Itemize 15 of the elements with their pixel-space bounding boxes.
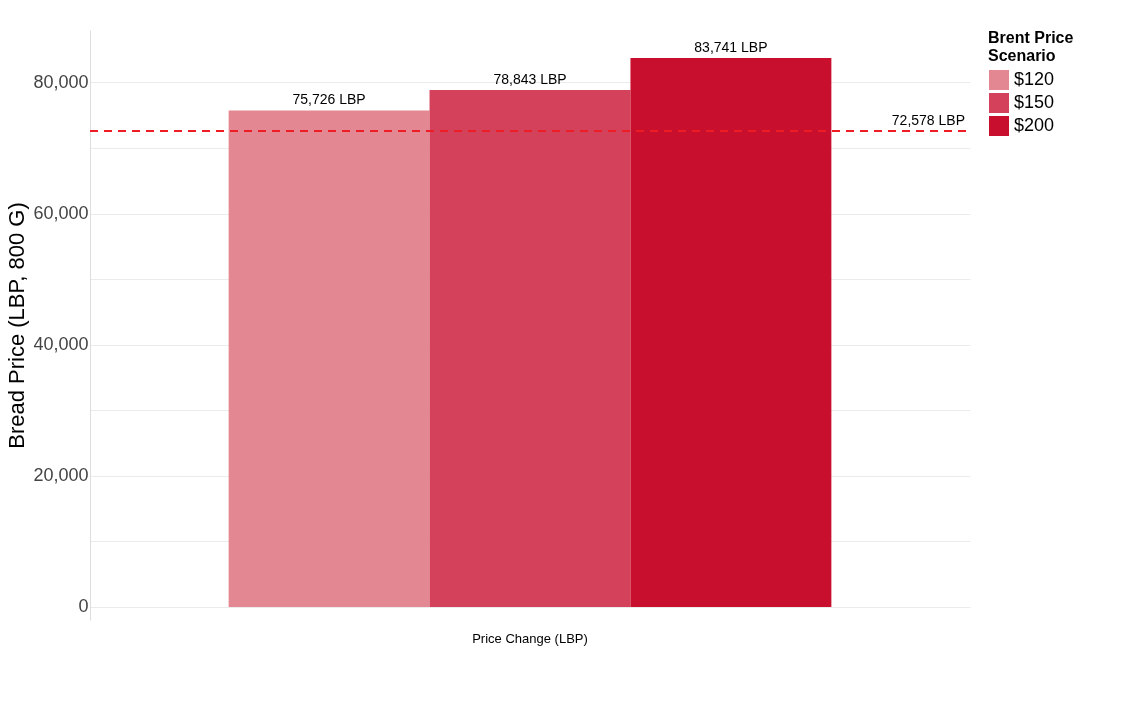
- x-tick-label: Price Change (LBP): [472, 630, 588, 646]
- data-label: 83,741 LBP: [694, 38, 768, 55]
- y-tick-label: 60,000: [33, 203, 89, 224]
- data-label: 75,726 LBP: [292, 91, 366, 108]
- legend-label: $200: [1014, 115, 1055, 135]
- legend-title: Brent Price Scenario: [988, 29, 1074, 64]
- data-label: 78,843 LBP: [493, 71, 567, 88]
- y-tick-label: 40,000: [33, 334, 89, 355]
- y-tick-label: 0: [78, 596, 89, 617]
- legend-label: $150: [1014, 92, 1055, 112]
- ref-line-label: 72,578 LBP: [891, 112, 965, 129]
- legend-label: $120: [1014, 69, 1055, 89]
- y-tick-label: 80,000: [33, 71, 89, 92]
- y-tick-label: 20,000: [33, 465, 89, 486]
- y-axis-title: Bread Price (LBP, 800 G): [4, 202, 30, 449]
